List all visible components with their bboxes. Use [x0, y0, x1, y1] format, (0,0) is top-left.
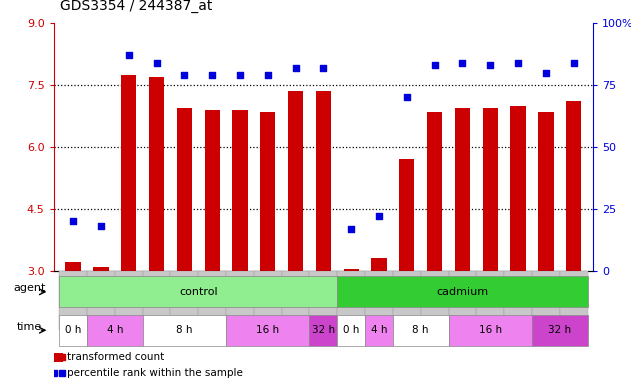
Bar: [372, 258, 387, 271]
Bar: [421, 271, 449, 330]
Text: 16 h: 16 h: [479, 325, 502, 335]
Bar: [566, 101, 581, 271]
Text: 0 h: 0 h: [65, 325, 81, 335]
Bar: [288, 91, 304, 271]
Bar: [532, 315, 587, 346]
Bar: [338, 271, 365, 330]
Bar: [399, 159, 415, 271]
Bar: [365, 271, 393, 330]
Bar: [393, 271, 421, 330]
Text: control: control: [179, 287, 218, 297]
Point: [124, 52, 134, 58]
Bar: [87, 271, 115, 330]
Bar: [309, 315, 338, 346]
Bar: [170, 271, 198, 330]
Point: [235, 72, 245, 78]
Bar: [260, 112, 275, 271]
Point: [569, 60, 579, 66]
Point: [319, 65, 329, 71]
Point: [374, 213, 384, 219]
Bar: [115, 271, 143, 330]
Bar: [59, 271, 87, 330]
Bar: [538, 112, 553, 271]
Bar: [121, 74, 136, 271]
Text: 32 h: 32 h: [548, 325, 571, 335]
Point: [179, 72, 189, 78]
Point: [513, 60, 523, 66]
Point: [485, 62, 495, 68]
Bar: [504, 271, 532, 330]
Bar: [93, 266, 109, 271]
Text: GDS3354 / 244387_at: GDS3354 / 244387_at: [60, 0, 212, 13]
Text: 32 h: 32 h: [312, 325, 335, 335]
Bar: [198, 271, 226, 330]
Bar: [226, 315, 309, 346]
Text: 4 h: 4 h: [107, 325, 123, 335]
Text: cadmium: cadmium: [437, 287, 488, 297]
Bar: [226, 271, 254, 330]
Bar: [143, 315, 226, 346]
Bar: [455, 108, 470, 271]
Point: [290, 65, 300, 71]
Bar: [338, 315, 365, 346]
Point: [430, 62, 440, 68]
Bar: [343, 269, 359, 271]
Point: [346, 225, 357, 232]
Bar: [177, 108, 192, 271]
Text: transformed count: transformed count: [67, 352, 164, 362]
Text: 8 h: 8 h: [176, 325, 192, 335]
Bar: [476, 271, 504, 330]
Bar: [281, 271, 309, 330]
Point: [207, 72, 217, 78]
Point: [541, 70, 551, 76]
Text: agent: agent: [13, 283, 45, 293]
Bar: [393, 315, 449, 346]
Text: 16 h: 16 h: [256, 325, 280, 335]
Bar: [232, 110, 247, 271]
Bar: [449, 315, 532, 346]
Bar: [59, 315, 87, 346]
Bar: [54, 353, 63, 362]
Bar: [560, 271, 587, 330]
Point: [457, 60, 468, 66]
Bar: [338, 276, 587, 307]
Bar: [143, 271, 170, 330]
Bar: [204, 110, 220, 271]
Bar: [449, 271, 476, 330]
Text: percentile rank within the sample: percentile rank within the sample: [67, 368, 243, 378]
Bar: [59, 276, 338, 307]
Point: [262, 72, 273, 78]
Point: [96, 223, 106, 229]
Text: 4 h: 4 h: [371, 325, 387, 335]
Point: [68, 218, 78, 224]
Point: [402, 94, 412, 101]
Bar: [66, 263, 81, 271]
Text: 8 h: 8 h: [413, 325, 429, 335]
Bar: [427, 112, 442, 271]
Bar: [532, 271, 560, 330]
Bar: [483, 108, 498, 271]
Bar: [309, 271, 338, 330]
Bar: [87, 315, 143, 346]
Bar: [254, 271, 281, 330]
Bar: [365, 315, 393, 346]
Bar: [510, 106, 526, 271]
Bar: [316, 91, 331, 271]
Text: 0 h: 0 h: [343, 325, 360, 335]
Point: [151, 60, 162, 66]
Text: time: time: [17, 322, 42, 332]
Bar: [149, 77, 164, 271]
